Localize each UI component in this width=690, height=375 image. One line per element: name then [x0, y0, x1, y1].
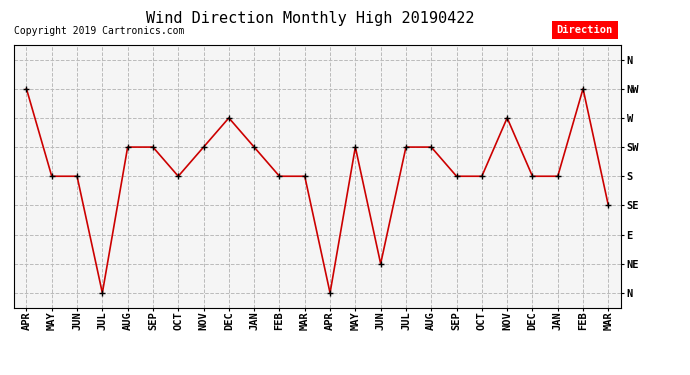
- Text: Direction: Direction: [557, 26, 613, 35]
- Text: Copyright 2019 Cartronics.com: Copyright 2019 Cartronics.com: [14, 26, 184, 36]
- Text: Wind Direction Monthly High 20190422: Wind Direction Monthly High 20190422: [146, 11, 475, 26]
